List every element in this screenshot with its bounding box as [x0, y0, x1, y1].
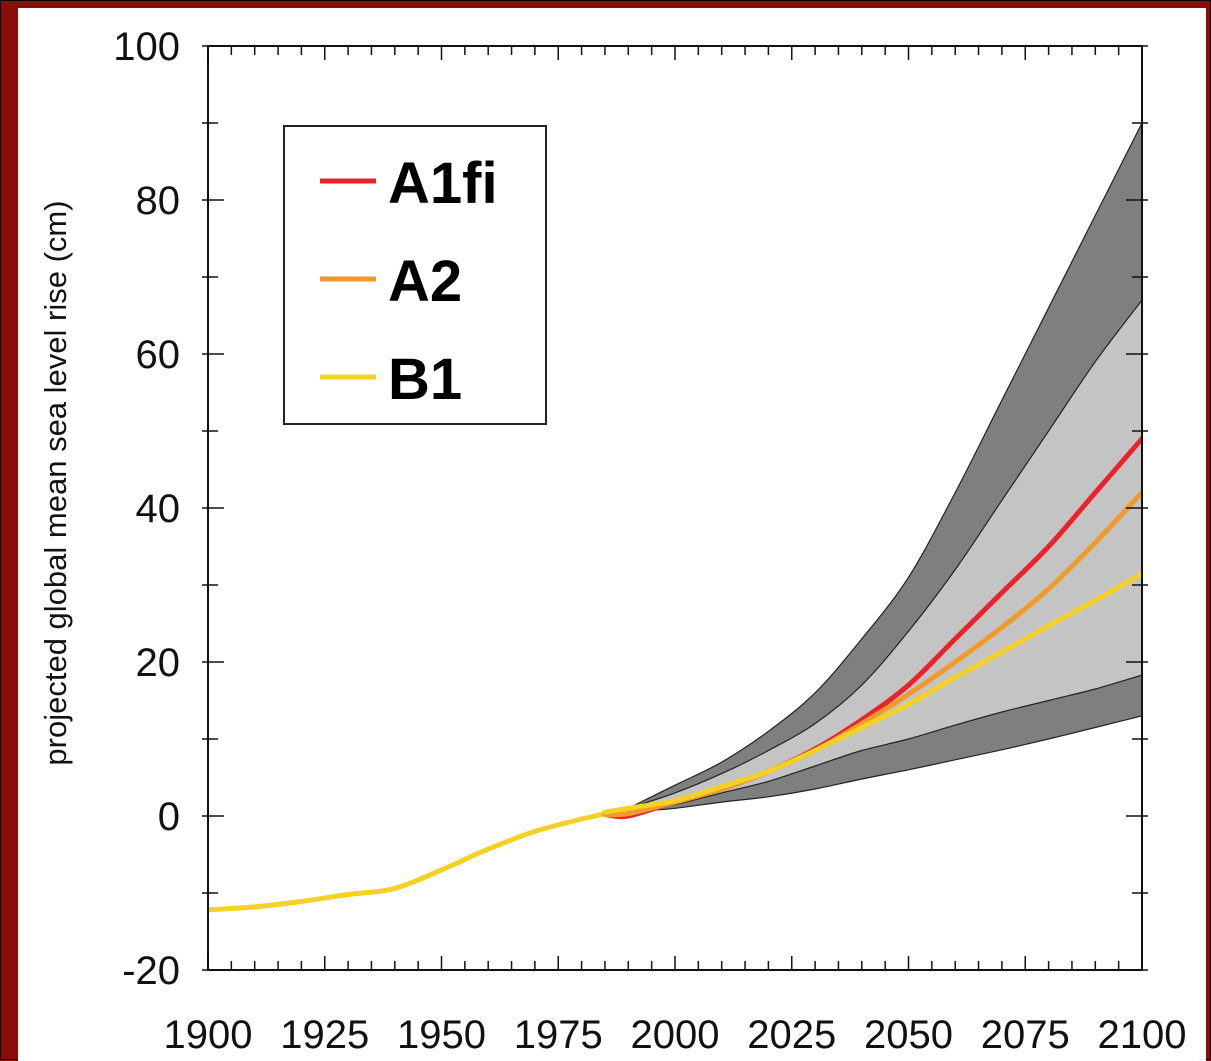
sea-level-chart: 1900 1925 1950 1975 2000 2025 2050 2075 2100 -20 0…: [18, 8, 1206, 1061]
x-tick-label: 1900: [164, 1013, 253, 1057]
x-tick-label: 1950: [397, 1013, 486, 1057]
band-inner-range: [627, 299, 1142, 813]
x-tick-label: 2050: [864, 1013, 953, 1057]
x-tick-label: 1925: [280, 1013, 369, 1057]
legend-label-b1: B1: [388, 347, 462, 412]
y-tick-label: 40: [136, 487, 181, 531]
x-tick-label: 2025: [747, 1013, 836, 1057]
y-tick-label: 100: [113, 25, 180, 69]
series-line-history: [208, 805, 631, 913]
y-tick-label: 80: [136, 179, 181, 223]
x-tick-label: 2100: [1098, 1013, 1187, 1057]
legend-box: [283, 125, 547, 425]
y-tick-label: 60: [136, 333, 181, 377]
x-tick-label: 2075: [981, 1013, 1070, 1057]
y-axis-title: projected global mean sea level rise (cm…: [38, 200, 73, 765]
y-tick-label: -20: [122, 949, 180, 993]
y-tick-label: 0: [158, 795, 180, 839]
x-tick-label: 2000: [631, 1013, 720, 1057]
x-tick-label: 1975: [514, 1013, 603, 1057]
legend-label-a1fi: A1fi: [388, 151, 498, 216]
legend-label-a2: A2: [388, 249, 462, 314]
y-tick-label: 20: [136, 641, 181, 685]
series-line-b1: [602, 571, 1142, 815]
